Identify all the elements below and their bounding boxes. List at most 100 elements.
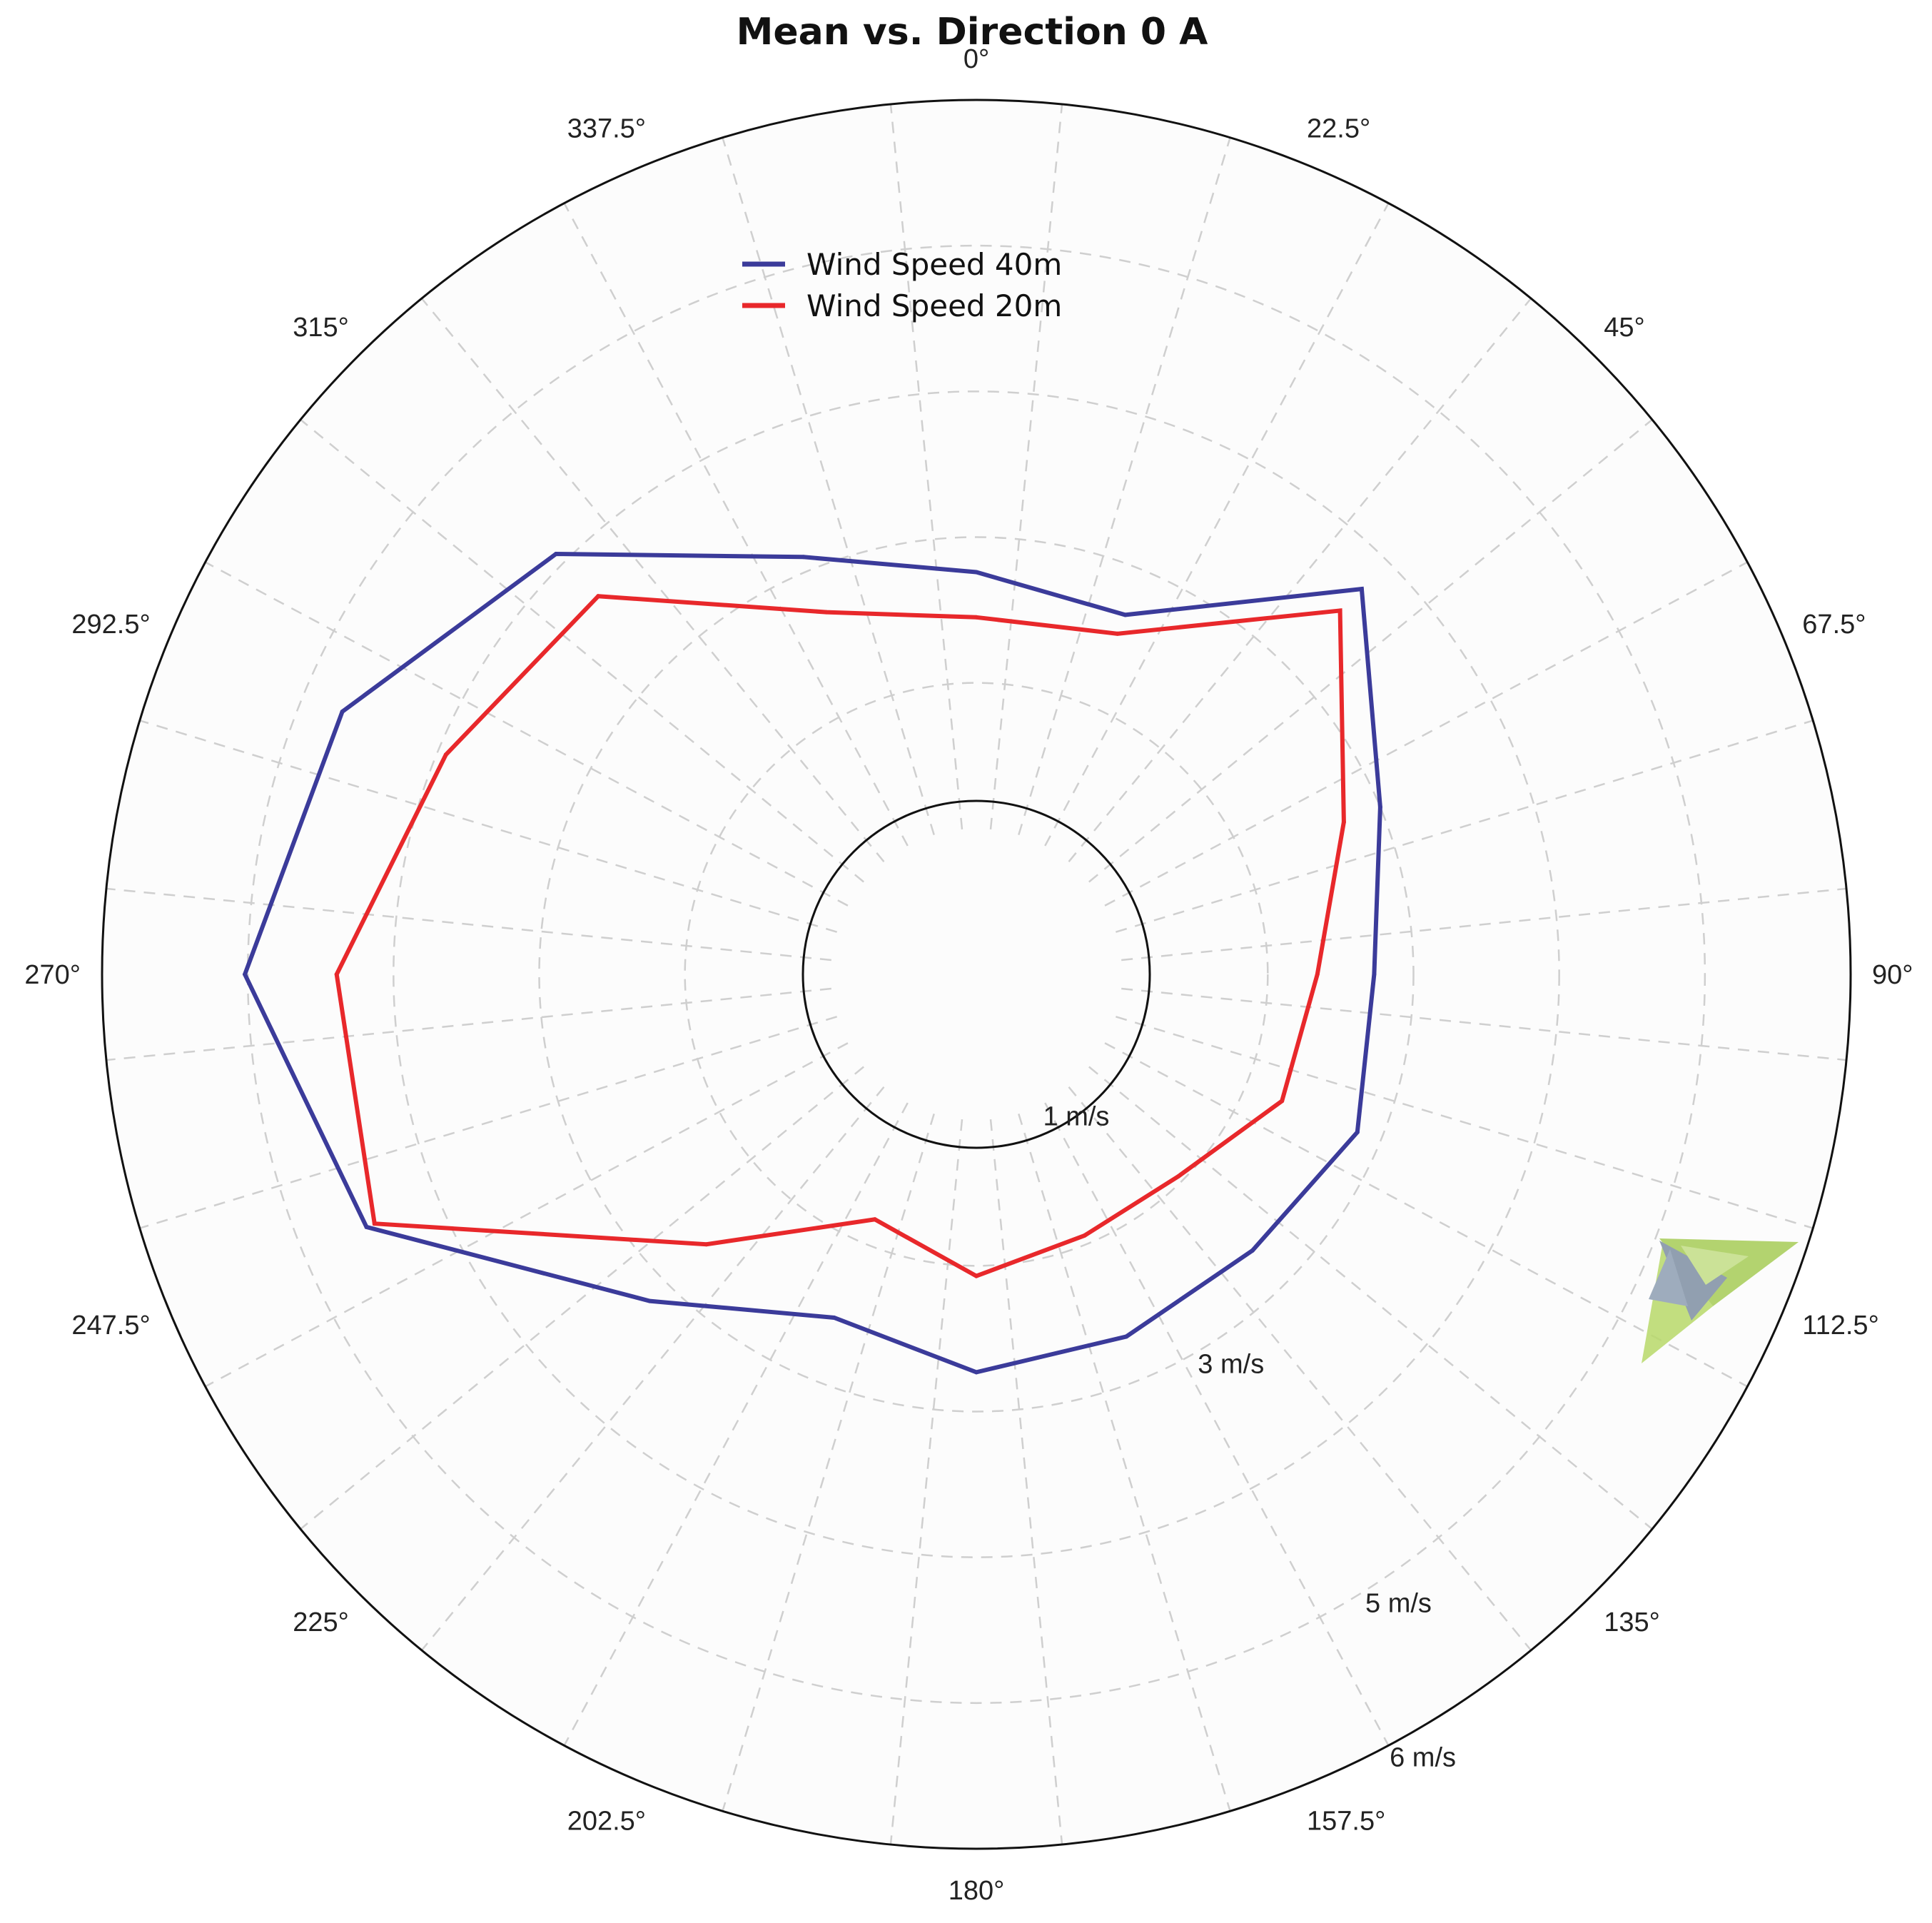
data-point — [1250, 1248, 1255, 1253]
inner-axis-ring — [801, 799, 1151, 1149]
data-point — [340, 710, 345, 714]
grid-spoke — [722, 1114, 935, 1812]
grid-spoke — [563, 1102, 909, 1746]
angle-label: 135° — [1604, 1607, 1660, 1637]
grid-spoke — [300, 1066, 864, 1530]
grid-spoke — [1018, 1114, 1231, 1812]
grid-ring-5 — [246, 244, 1706, 1705]
grid-spoke — [205, 1042, 849, 1388]
grid-ring-4 — [393, 390, 1560, 1558]
legend: Wind Speed 40m Wind Speed 20m — [742, 247, 1062, 323]
grid-spoke — [420, 1086, 885, 1651]
data-point — [1337, 608, 1342, 613]
data-point — [596, 594, 601, 599]
radius-label: 1 m/s — [1043, 1102, 1110, 1132]
grid-spoke — [300, 418, 864, 883]
data-point — [243, 972, 248, 976]
radius-label: 3 m/s — [1198, 1349, 1264, 1379]
angle-label: 180° — [949, 1876, 1005, 1906]
legend-label-20m: Wind Speed 20m — [806, 288, 1062, 323]
radius-label: 5 m/s — [1365, 1589, 1432, 1619]
grid-spokes — [106, 104, 1847, 1845]
outer-axis-ring — [101, 99, 1852, 1850]
data-point — [554, 552, 558, 556]
radius-label: 6 m/s — [1390, 1743, 1456, 1773]
grid-spoke — [563, 203, 909, 847]
data-point — [872, 1217, 877, 1222]
grid-ring-3 — [538, 536, 1415, 1413]
series-layer — [242, 551, 1382, 1375]
data-point — [974, 1273, 978, 1278]
angle-label: 67.5° — [1802, 610, 1866, 640]
grid-spoke — [1088, 418, 1653, 883]
data-point — [443, 752, 448, 757]
data-point — [1355, 1130, 1360, 1135]
data-point — [1359, 587, 1364, 592]
radius-labels: 1 m/s 3 m/s 5 m/s 6 m/s — [1043, 1102, 1457, 1773]
angle-label: 315° — [293, 313, 349, 343]
grid-spoke — [1018, 137, 1231, 835]
angle-label: 292.5° — [71, 610, 150, 640]
angle-label: 0° — [964, 44, 989, 74]
data-point — [334, 972, 339, 976]
grid-spoke — [106, 987, 831, 1061]
data-point — [372, 1221, 377, 1226]
grid-ring-2 — [684, 682, 1269, 1267]
data-point — [704, 1242, 709, 1247]
data-point — [1082, 1233, 1087, 1238]
grid-spoke — [1104, 1042, 1748, 1388]
angle-label: 22.5° — [1307, 114, 1370, 144]
grid-spoke — [205, 561, 849, 907]
grid-spoke — [1068, 1086, 1532, 1651]
data-point — [1372, 972, 1377, 976]
grid-spoke — [139, 1016, 837, 1229]
grid-spoke — [889, 1119, 964, 1845]
grid-spoke — [1088, 1066, 1653, 1530]
angle-label: 225° — [293, 1607, 349, 1637]
angle-label: 337.5° — [567, 114, 646, 144]
data-point — [364, 1224, 369, 1229]
angle-label: 112.5° — [1802, 1311, 1878, 1341]
grid-spoke — [139, 720, 837, 933]
angle-label: 247.5° — [71, 1311, 150, 1341]
data-point — [1315, 972, 1320, 976]
grid-spoke — [1121, 887, 1847, 962]
data-point — [647, 1298, 652, 1303]
grid-spoke — [420, 298, 885, 862]
grid-spoke — [722, 137, 935, 835]
data-point — [1280, 1099, 1285, 1104]
grid-spoke — [1044, 1102, 1390, 1746]
grid-spoke — [1116, 720, 1814, 933]
data-point — [1124, 1334, 1129, 1339]
data-point — [974, 570, 978, 575]
data-point — [974, 615, 978, 620]
data-point — [1115, 631, 1120, 636]
data-point — [1377, 804, 1382, 809]
angle-label: 45° — [1604, 313, 1644, 343]
grid-spoke — [989, 1119, 1063, 1845]
data-point — [1123, 612, 1128, 617]
data-point — [1341, 819, 1346, 824]
data-point — [974, 1370, 978, 1375]
angle-label: 90° — [1872, 960, 1913, 990]
angle-labels: 0° 22.5° 45° 67.5° 90° 112.5° 135° 157.5° 180° 20… — [24, 44, 1913, 1906]
legend-label-40m: Wind Speed 40m — [806, 247, 1062, 282]
grid-spoke — [106, 887, 831, 962]
grid-spoke — [1068, 298, 1532, 862]
grid-spoke — [1121, 987, 1847, 1061]
grid-spoke — [1104, 561, 1748, 907]
data-point — [1176, 1174, 1180, 1178]
angle-label: 270° — [24, 960, 81, 990]
data-point — [824, 610, 829, 615]
angle-label: 202.5° — [567, 1806, 646, 1836]
grid-spoke — [1116, 1016, 1814, 1229]
plot-face — [102, 100, 1851, 1849]
data-point — [831, 1316, 836, 1320]
chart-title: Mean vs. Direction 0 A — [737, 11, 1208, 54]
grid-spoke — [889, 104, 964, 829]
angle-label: 157.5° — [1307, 1806, 1385, 1836]
grid-spoke — [989, 104, 1063, 829]
grid-rings — [246, 244, 1706, 1705]
